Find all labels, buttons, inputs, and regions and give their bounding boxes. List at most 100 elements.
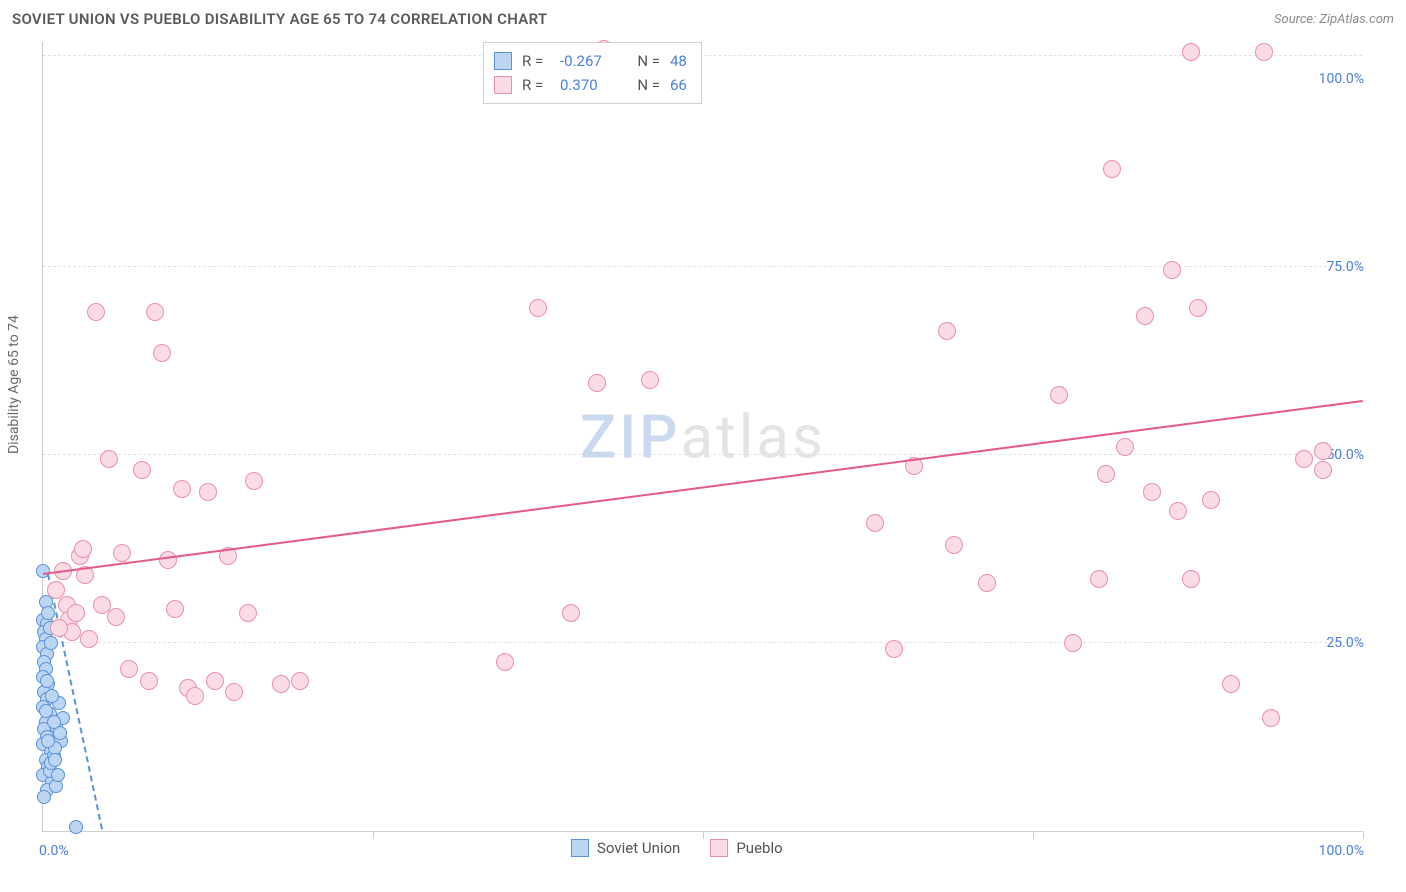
data-point (245, 472, 263, 490)
data-point (140, 672, 158, 690)
legend-correlation: R = -0.267 N = 48 R = 0.370 N = 66 (483, 42, 702, 104)
data-point (113, 544, 131, 562)
data-point (133, 461, 151, 479)
legend-r-label: R = (522, 73, 550, 97)
data-point (166, 600, 184, 618)
y-axis-label: Disability Age 65 to 74 (6, 315, 22, 454)
x-tick (1363, 831, 1364, 839)
data-point (69, 820, 83, 834)
x-tick-label: 0.0% (39, 843, 69, 859)
y-tick-label: 25.0% (1326, 635, 1364, 651)
y-tick-label: 100.0% (1319, 71, 1364, 87)
data-point (1255, 43, 1273, 61)
data-point (93, 596, 111, 614)
data-point (866, 514, 884, 532)
legend-swatch (710, 839, 728, 857)
data-point (1163, 261, 1181, 279)
data-point (146, 303, 164, 321)
legend-r-value: 0.370 (560, 73, 620, 97)
data-point (1143, 483, 1161, 501)
legend-row: R = -0.267 N = 48 (494, 49, 687, 73)
x-tick (703, 831, 704, 839)
gridline (43, 55, 1362, 56)
legend-r-label: R = (522, 49, 550, 73)
legend-swatch (494, 52, 512, 70)
data-point (272, 675, 290, 693)
data-point (173, 480, 191, 498)
data-point (41, 734, 55, 748)
legend-swatch (494, 76, 512, 94)
legend-item: Pueblo (710, 839, 782, 857)
chart-container: Disability Age 65 to 74 25.0%50.0%75.0%1… (0, 34, 1406, 884)
data-point (100, 450, 118, 468)
legend-swatch (571, 839, 589, 857)
data-point (1262, 709, 1280, 727)
data-point (978, 574, 996, 592)
data-point (159, 551, 177, 569)
data-point (588, 374, 606, 392)
data-point (1103, 160, 1121, 178)
legend-item: Soviet Union (571, 839, 680, 857)
data-point (1295, 450, 1313, 468)
chart-title: SOVIET UNION VS PUEBLO DISABILITY AGE 65… (12, 10, 547, 28)
data-point (938, 322, 956, 340)
scatter-plot: 25.0%50.0%75.0%100.0%0.0%100.0%ZIPatlasR… (42, 42, 1362, 832)
data-point (47, 581, 65, 599)
data-point (44, 636, 58, 650)
data-point (47, 715, 61, 729)
data-point (1050, 386, 1068, 404)
data-point (291, 672, 309, 690)
header: SOVIET UNION VS PUEBLO DISABILITY AGE 65… (0, 0, 1406, 34)
data-point (1202, 491, 1220, 509)
data-point (562, 604, 580, 622)
data-point (153, 344, 171, 362)
legend-n-label: N = (630, 49, 660, 73)
data-point (1182, 43, 1200, 61)
legend-label: Soviet Union (597, 839, 680, 857)
y-tick-label: 75.0% (1326, 259, 1364, 275)
data-point (48, 753, 62, 767)
data-point (186, 687, 204, 705)
data-point (641, 371, 659, 389)
data-point (80, 630, 98, 648)
data-point (225, 683, 243, 701)
data-point (1116, 438, 1134, 456)
data-point (67, 604, 85, 622)
data-point (50, 619, 68, 637)
data-point (51, 768, 65, 782)
watermark: ZIPatlas (580, 402, 826, 473)
gridline (43, 642, 1362, 643)
x-tick (1033, 831, 1034, 839)
data-point (1097, 465, 1115, 483)
data-point (1222, 675, 1240, 693)
legend-n-value: 48 (670, 49, 687, 73)
data-point (1169, 502, 1187, 520)
source-label: Source: ZipAtlas.com (1274, 12, 1394, 27)
data-point (885, 640, 903, 658)
data-point (945, 536, 963, 554)
x-tick-label: 100.0% (1319, 843, 1364, 859)
data-point (199, 483, 217, 501)
legend-row: R = 0.370 N = 66 (494, 73, 687, 97)
legend-n-value: 66 (670, 73, 687, 97)
data-point (1189, 299, 1207, 317)
data-point (74, 540, 92, 558)
data-point (1314, 461, 1332, 479)
data-point (1182, 570, 1200, 588)
data-point (87, 303, 105, 321)
data-point (37, 790, 51, 804)
legend-r-value: -0.267 (560, 49, 620, 73)
data-point (1090, 570, 1108, 588)
data-point (120, 660, 138, 678)
data-point (1064, 634, 1082, 652)
trend-line (43, 400, 1363, 575)
data-point (206, 672, 224, 690)
data-point (1136, 307, 1154, 325)
gridline (43, 454, 1362, 455)
data-point (40, 674, 54, 688)
legend-series: Soviet Union Pueblo (571, 839, 783, 857)
x-tick (373, 831, 374, 839)
legend-label: Pueblo (736, 839, 782, 857)
data-point (1314, 442, 1332, 460)
legend-n-label: N = (630, 73, 660, 97)
